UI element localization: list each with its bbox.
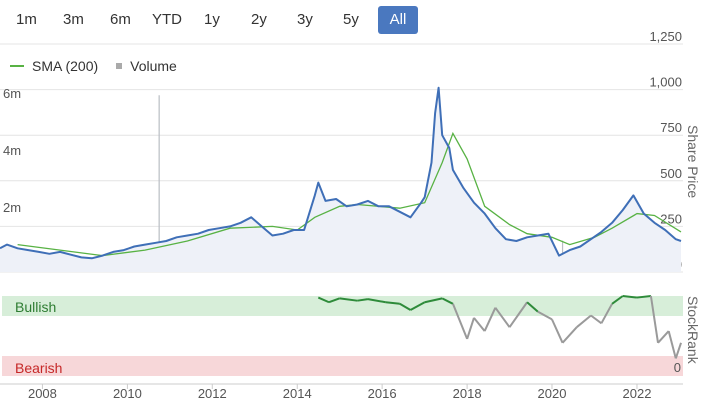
stockrank-segment: [551, 318, 564, 344]
sma-legend-label[interactable]: SMA (200): [32, 58, 99, 74]
x-tick-label: 2018: [453, 386, 482, 401]
x-tick-label: 2010: [113, 386, 142, 401]
stockrank-segment: [385, 301, 400, 305]
stockrank-segment: [494, 307, 511, 328]
stockrank-zero-label: 0: [674, 360, 681, 375]
stockrank-segment: [611, 295, 624, 305]
stockrank-segment: [367, 298, 386, 304]
stockrank-segment: [328, 297, 341, 304]
stockrank-segment: [357, 298, 369, 302]
stockrank-segment: [674, 342, 682, 359]
stockrank-segment: [636, 295, 652, 299]
bearish-band: [2, 356, 683, 376]
price-line: [0, 86, 682, 260]
bullish-label: Bullish: [15, 299, 56, 315]
price-axis-title: Share Price: [685, 125, 701, 198]
stockrank-segment: [424, 297, 443, 304]
sma-legend-swatch: [10, 65, 24, 67]
range-button-1m[interactable]: 1m: [8, 6, 45, 34]
stockrank-segment: [473, 317, 486, 332]
stockrank-segment: [657, 330, 670, 344]
stockrank-segment: [561, 326, 578, 344]
bullish-band: [2, 296, 683, 316]
stockrank-segment: [649, 295, 659, 343]
stockrank-segment: [410, 301, 426, 311]
stockrank-segment: [667, 330, 677, 359]
price-tick-label: 750: [660, 120, 682, 135]
x-tick-label: 2008: [28, 386, 57, 401]
price-tick-label: 1,250: [649, 29, 682, 44]
stockrank-segment: [526, 301, 539, 313]
stockrank-axis-title: StockRank: [685, 296, 701, 365]
stockrank-segment: [441, 297, 454, 305]
stockrank-segment: [622, 295, 638, 299]
chart-legend: SMA (200) Volume: [10, 58, 177, 74]
bearish-label: Bearish: [15, 360, 62, 376]
x-tick-label: 2022: [623, 386, 652, 401]
x-tick-label: 2012: [198, 386, 227, 401]
stockrank-segment: [576, 314, 592, 328]
x-tick-label: 2020: [538, 386, 567, 401]
volume-tick-label: 4m: [3, 143, 21, 158]
stockrank-segment: [317, 296, 330, 304]
range-button-5y[interactable]: 5y: [335, 6, 367, 34]
stockrank-segment: [399, 302, 412, 311]
volume-tick-label: 2m: [3, 200, 21, 215]
price-area: [0, 87, 682, 272]
range-button-1y[interactable]: 1y: [196, 6, 228, 34]
stockrank-segment: [452, 303, 469, 340]
volume-tick-label: 6m: [3, 86, 21, 101]
range-button-all[interactable]: All: [378, 6, 418, 34]
stockrank-segment: [590, 314, 602, 325]
price-tick-label: 1,000: [649, 75, 682, 90]
range-button-2y[interactable]: 2y: [243, 6, 275, 34]
range-button-3m[interactable]: 3m: [55, 6, 92, 34]
stockrank-segment: [600, 303, 613, 324]
stockrank-segment: [537, 310, 553, 321]
range-button-6m[interactable]: 6m: [102, 6, 139, 34]
range-button-3y[interactable]: 3y: [289, 6, 321, 34]
stockrank-segment: [339, 297, 358, 302]
price-tick-label: 500: [660, 166, 682, 181]
price-tick-label: 250: [660, 211, 682, 226]
volume-legend-label[interactable]: Volume: [130, 58, 177, 74]
range-button-ytd[interactable]: YTD: [144, 6, 190, 34]
stockrank-segment: [508, 301, 528, 328]
stockrank-segment: [466, 317, 475, 340]
x-tick-label: 2016: [368, 386, 397, 401]
volume-legend-swatch: [116, 63, 123, 69]
stockrank-segment: [483, 307, 497, 332]
x-tick-label: 2014: [283, 386, 312, 401]
